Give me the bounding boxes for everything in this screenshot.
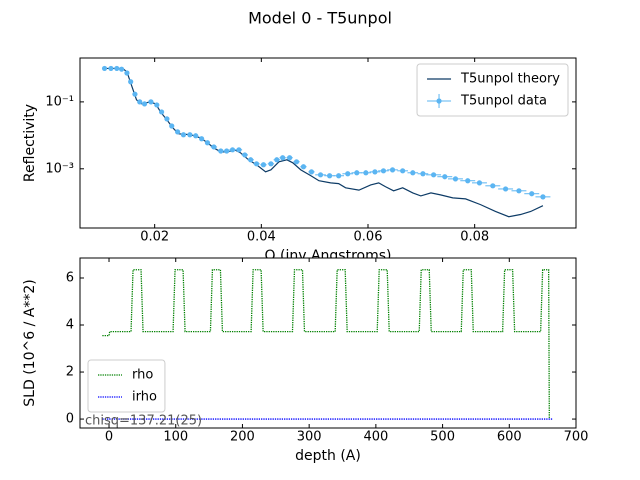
data-point xyxy=(380,168,387,174)
data-point xyxy=(124,70,130,76)
data-point xyxy=(101,65,108,72)
data-point xyxy=(211,144,217,150)
x-axis-label: depth (A) xyxy=(295,448,361,464)
data-point xyxy=(327,173,333,179)
data-point xyxy=(148,99,154,105)
data-point xyxy=(260,162,267,168)
y-tick-label: 4 xyxy=(66,318,74,333)
data-point xyxy=(193,133,199,139)
legend-label: rho xyxy=(132,368,153,383)
data-point xyxy=(169,123,175,129)
data-point xyxy=(400,168,406,174)
series-line xyxy=(102,269,550,420)
legend-box xyxy=(416,63,569,117)
annotation: chisq=137.21(25) xyxy=(85,414,202,429)
data-point xyxy=(180,132,187,138)
data-point xyxy=(242,152,248,158)
data-point xyxy=(268,161,274,167)
data-point xyxy=(199,136,205,142)
x-tick-label: 100 xyxy=(163,430,188,445)
data-point xyxy=(389,167,396,173)
data-point xyxy=(119,66,125,72)
x-tick-label: 300 xyxy=(297,430,322,445)
legend-box xyxy=(87,359,166,413)
x-tick-label: 0 xyxy=(105,430,113,445)
y-axis-label: Reflectivity xyxy=(22,104,38,182)
plot-marks xyxy=(102,269,553,420)
data-point xyxy=(187,132,193,138)
x-tick-label: 700 xyxy=(564,430,589,445)
data-point xyxy=(410,170,416,176)
data-point xyxy=(137,99,143,105)
plot-marks xyxy=(101,65,551,218)
y-axis-label: SLD (10^6 / A**2) xyxy=(22,279,38,406)
data-point xyxy=(345,171,351,177)
legend-label: T5unpol data xyxy=(460,94,547,109)
y-tick-label: 6 xyxy=(66,270,74,285)
series-line xyxy=(104,67,544,218)
data-point xyxy=(253,161,260,167)
legend-label: T5unpol theory xyxy=(460,72,560,87)
data-point xyxy=(431,172,437,178)
data-point xyxy=(280,155,286,161)
data-point xyxy=(154,102,160,108)
data-point xyxy=(236,147,242,153)
data-point xyxy=(287,155,293,161)
data-point xyxy=(128,79,134,85)
data-point xyxy=(465,178,471,184)
legend: T5unpol theory T5unpol data xyxy=(416,63,569,117)
x-tick-label: 400 xyxy=(363,430,388,445)
data-point xyxy=(293,159,300,165)
x-tick-label: 0.08 xyxy=(460,230,489,245)
x-tick-label: 0.06 xyxy=(354,230,383,245)
data-point xyxy=(132,91,138,97)
data-point xyxy=(308,169,315,175)
y-tick-label: 10⁻¹ xyxy=(45,94,74,109)
data-point xyxy=(274,157,280,163)
data-point xyxy=(503,186,509,192)
x-tick-label: 600 xyxy=(497,430,522,445)
data-point xyxy=(476,180,483,186)
legend: rho irho xyxy=(87,359,166,413)
x-tick-label: 0.02 xyxy=(140,230,169,245)
data-point xyxy=(420,171,426,177)
data-point xyxy=(141,101,148,107)
data-point xyxy=(354,170,360,176)
data-point xyxy=(372,169,378,175)
x-tick-label: 500 xyxy=(430,430,455,445)
legend-label: irho xyxy=(132,390,157,405)
data-point xyxy=(229,147,236,153)
data-point xyxy=(175,129,181,135)
x-tick-label: 200 xyxy=(230,430,255,445)
data-point xyxy=(516,188,522,194)
legend-swatch xyxy=(436,98,442,104)
y-tick-label: 0 xyxy=(66,412,74,427)
data-point xyxy=(363,170,369,176)
data-point xyxy=(336,173,342,179)
data-point xyxy=(540,194,546,200)
data-point xyxy=(108,65,114,72)
data-point xyxy=(248,157,254,163)
y-tick-label: 10⁻³ xyxy=(45,161,74,176)
data-point xyxy=(218,148,224,154)
data-point xyxy=(164,116,170,122)
y-tick-label: 2 xyxy=(66,365,74,380)
data-point xyxy=(529,191,535,197)
figure-title: Model 0 - T5unpol xyxy=(248,9,392,28)
x-tick-label: 0.04 xyxy=(247,230,276,245)
data-point xyxy=(114,65,120,72)
data-point xyxy=(317,172,324,178)
data-point xyxy=(490,183,496,189)
data-point xyxy=(442,174,448,180)
data-point xyxy=(159,109,165,115)
data-point xyxy=(224,148,230,154)
data-point xyxy=(300,164,307,170)
data-point xyxy=(452,176,459,182)
data-point xyxy=(204,140,211,146)
